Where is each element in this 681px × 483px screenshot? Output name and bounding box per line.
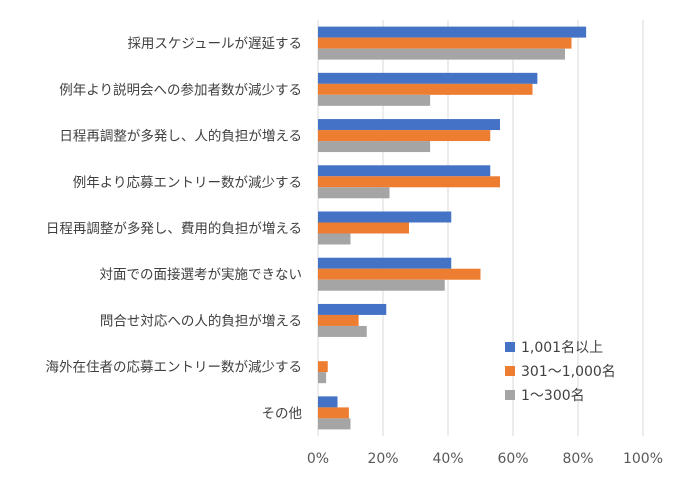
- bar: [318, 279, 445, 291]
- bar: [318, 257, 452, 269]
- bar: [318, 48, 565, 60]
- category-label: 日程再調整が多発し、人的負担が増える: [59, 128, 302, 145]
- x-tick-labels: 0% 20% 40% 60% 80% 100%: [307, 451, 663, 467]
- legend-label: 301～1,000名: [521, 364, 616, 380]
- bar: [318, 83, 533, 95]
- legend-swatch: [505, 366, 515, 376]
- bar: [318, 211, 452, 223]
- bar: [318, 165, 491, 177]
- bar: [318, 233, 351, 245]
- bar: [318, 361, 328, 373]
- category-label: 対面での面接選考が実施できない: [100, 266, 303, 283]
- bar: [318, 130, 491, 142]
- bar: [318, 268, 481, 280]
- x-tick-label: 60%: [497, 451, 528, 467]
- legend-swatch: [505, 342, 515, 352]
- bar: [318, 176, 500, 188]
- category-labels: 採用スケジュールが遅延する例年より説明会への参加者数が減少する日程再調整が多発し…: [46, 36, 303, 422]
- bar: [318, 222, 409, 234]
- bar: [318, 26, 587, 38]
- legend-swatch: [505, 390, 515, 400]
- bar: [318, 72, 538, 84]
- bar: [318, 314, 359, 326]
- bar: [318, 187, 390, 199]
- category-label: 問合せ対応への人的負担が増える: [100, 313, 302, 329]
- x-tick-label: 0%: [307, 451, 329, 467]
- x-tick-label: 40%: [432, 451, 463, 467]
- category-label: 例年より説明会への参加者数が減少する: [59, 81, 302, 98]
- category-label: その他: [262, 406, 303, 422]
- x-tick-label: 80%: [562, 451, 593, 467]
- bar: [318, 372, 327, 384]
- x-tick-label: 20%: [367, 451, 398, 467]
- bar: [318, 94, 431, 106]
- bar: [318, 303, 387, 315]
- category-label: 採用スケジュールが遅延する: [127, 36, 302, 52]
- category-label: 日程再調整が多発し、費用的負担が増える: [46, 220, 302, 237]
- bar: [318, 396, 338, 408]
- bar: [318, 325, 367, 337]
- legend: 1,001名以上 301～1,000名 1～300名: [505, 340, 616, 404]
- legend-label: 1～300名: [521, 388, 585, 404]
- bar: [318, 407, 349, 419]
- legend-label: 1,001名以上: [521, 340, 603, 356]
- category-label: 例年より応募エントリー数が減少する: [73, 174, 302, 191]
- x-tick-label: 100%: [623, 451, 663, 467]
- bars: [318, 26, 587, 430]
- bar: [318, 418, 351, 430]
- bar: [318, 37, 572, 49]
- bar: [318, 141, 431, 153]
- bar: [318, 119, 500, 131]
- category-label: 海外在住者の応募エントリー数が減少する: [46, 359, 303, 376]
